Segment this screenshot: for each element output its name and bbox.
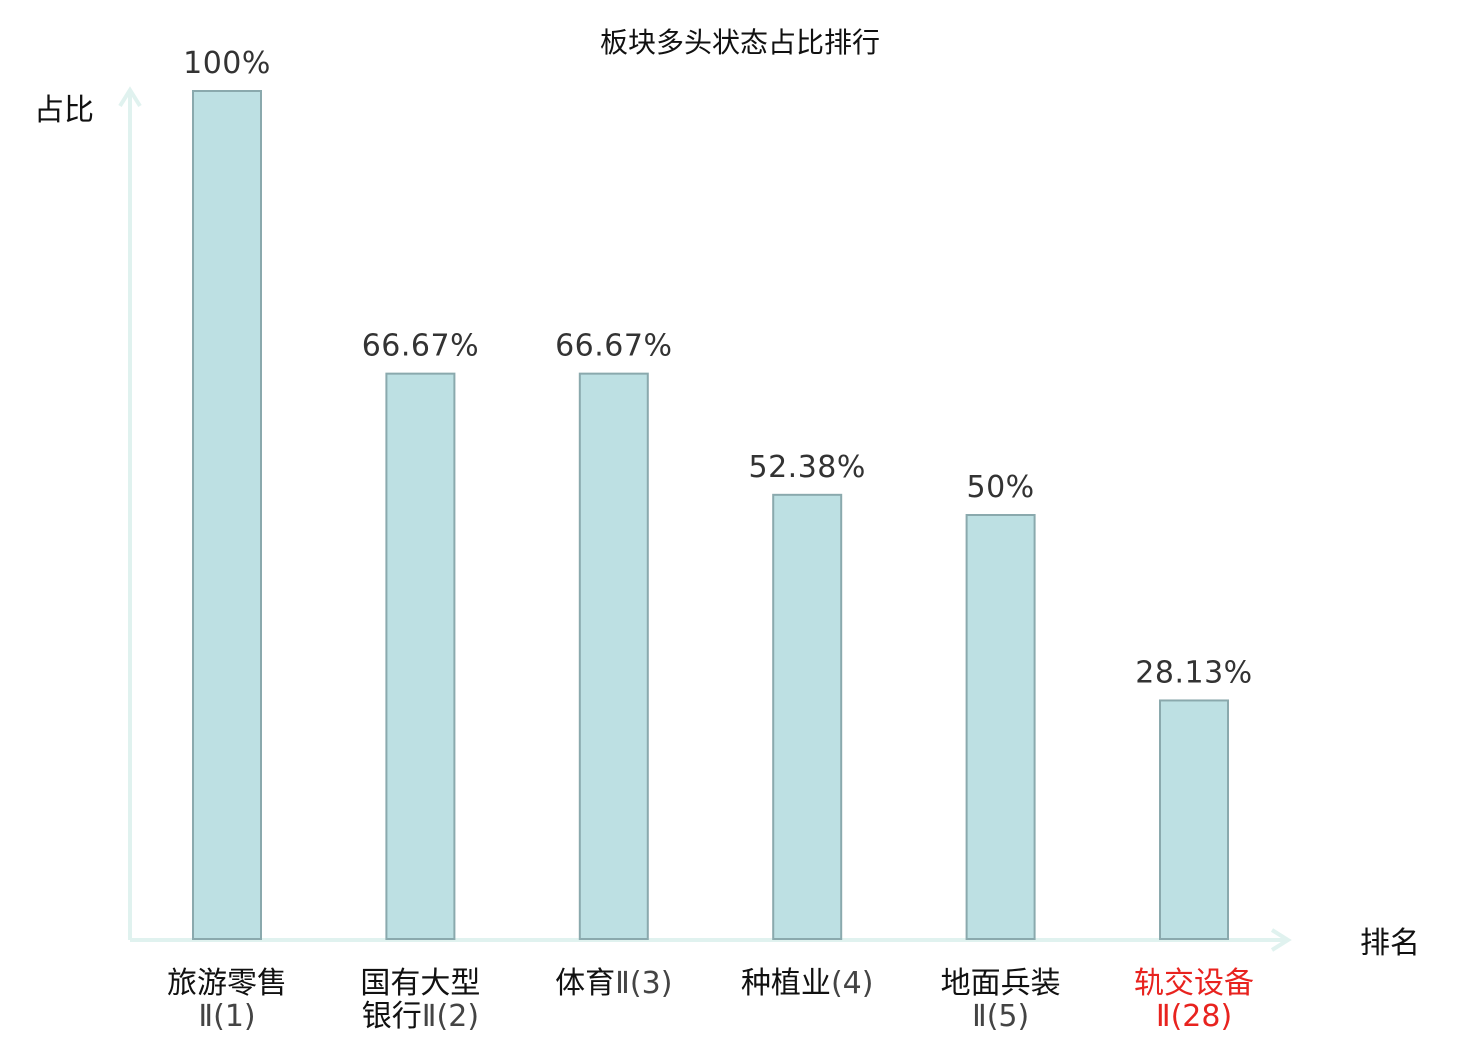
axes bbox=[118, 86, 1292, 952]
category-cn-text: 地面兵装 bbox=[941, 966, 1061, 1001]
category-label-2-line-1: 国有大型 bbox=[360, 966, 480, 1001]
category-num-text: (4) bbox=[831, 966, 874, 1001]
category-label-5-line-2: Ⅱ(5) bbox=[972, 999, 1029, 1034]
bar-2 bbox=[385, 372, 456, 940]
category-label-5-line-1: 地面兵装 bbox=[941, 966, 1061, 1001]
x-axis-label: 排名 bbox=[1360, 926, 1420, 961]
value-label-4: 52.38% bbox=[749, 450, 866, 485]
category-num-text: Ⅱ(28) bbox=[1156, 999, 1232, 1034]
category-num-text: Ⅱ(1) bbox=[198, 999, 255, 1034]
chart-title: 板块多头状态占比排行 bbox=[600, 26, 880, 59]
category-cn-text: 旅游零售 bbox=[167, 966, 287, 1001]
category-cn-text: 种植业 bbox=[741, 966, 831, 1001]
category-label-3-line-1: 体育Ⅱ(3) bbox=[555, 966, 672, 1001]
category-cn-text: 银行 bbox=[362, 999, 422, 1034]
value-label-2: 66.67% bbox=[362, 329, 479, 364]
bars-group bbox=[192, 90, 1229, 940]
bar-4 bbox=[772, 493, 843, 940]
category-num-text: Ⅱ(5) bbox=[972, 999, 1029, 1034]
value-label-1: 100% bbox=[183, 46, 271, 81]
category-label-1-line-1: 旅游零售 bbox=[167, 966, 287, 1001]
category-label-4-line-1: 种植业(4) bbox=[741, 966, 874, 1001]
category-label-6-line-1: 轨交设备 bbox=[1134, 966, 1254, 1001]
x-axis-arrow-icon bbox=[1270, 928, 1292, 952]
value-label-3: 66.67% bbox=[555, 329, 672, 364]
y-axis-label: 占比 bbox=[34, 93, 94, 128]
category-label-6-line-2: Ⅱ(28) bbox=[1156, 999, 1232, 1034]
category-label-2-line-2: 银行Ⅱ(2) bbox=[362, 999, 479, 1034]
bar-1 bbox=[192, 90, 262, 940]
y-axis-arrow-icon bbox=[118, 86, 142, 108]
category-cn-text: 国有大型 bbox=[360, 966, 480, 1001]
value-label-5: 50% bbox=[967, 470, 1035, 505]
category-num-text: Ⅱ(3) bbox=[615, 966, 672, 1001]
category-cn-text: 轨交设备 bbox=[1134, 966, 1254, 1001]
value-label-6: 28.13% bbox=[1135, 655, 1252, 690]
category-label-1-line-2: Ⅱ(1) bbox=[198, 999, 255, 1034]
category-cn-text: 体育 bbox=[555, 966, 615, 1001]
value-labels-group: 100% 66.67% 66.67% 52.38% 50% 28.13% bbox=[183, 46, 1252, 690]
bar-6 bbox=[1159, 699, 1229, 940]
bar-5 bbox=[965, 514, 1036, 940]
bar-3 bbox=[578, 372, 649, 940]
category-num-text: Ⅱ(2) bbox=[422, 999, 479, 1034]
